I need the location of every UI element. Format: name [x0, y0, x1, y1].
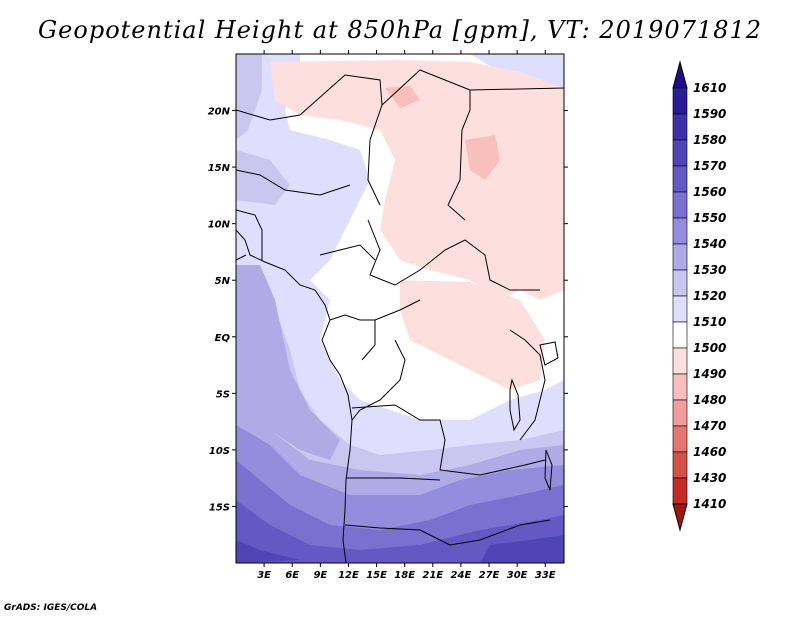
- lat-tick-label: 20N: [208, 107, 231, 118]
- colorbar-segment: [672, 191, 688, 219]
- colorbar-label: 1490: [693, 367, 726, 381]
- field-1580-se: [480, 535, 564, 563]
- border-9: [351, 339, 406, 421]
- lon-tick-label: 30E: [507, 570, 528, 581]
- lat-tick-label: 5S: [216, 389, 230, 400]
- field-1570-south: [236, 500, 564, 563]
- field-1520-north: [236, 54, 370, 280]
- colorbar-segment: [672, 399, 688, 427]
- colorbar-segment: [672, 113, 688, 141]
- lon-tick-label: 6E: [285, 570, 299, 581]
- lon-tick-label: 18E: [394, 570, 415, 581]
- border-3: [381, 69, 471, 221]
- colorbar-segment: [672, 425, 688, 453]
- lake-victoria: [539, 341, 559, 366]
- lat-tick-label: 5N: [215, 276, 231, 287]
- lon-tick-label: 33E: [535, 570, 556, 581]
- border-6: [319, 244, 376, 261]
- colorbar-label: 1580: [693, 133, 726, 147]
- colorbar-label: 1510: [693, 315, 726, 329]
- lon-tick-label: 3E: [257, 570, 271, 581]
- lon-tick-label: 27E: [479, 570, 500, 581]
- border-4: [469, 87, 564, 91]
- border-2: [236, 169, 351, 196]
- border-14: [236, 254, 247, 261]
- border-8: [374, 299, 421, 321]
- colorbar-segment: [672, 347, 688, 375]
- colorbar-label: 1570: [693, 159, 726, 173]
- field-1540-south: [236, 265, 340, 460]
- colorbar-label: 1540: [693, 237, 726, 251]
- colorbar-label: 1520: [693, 289, 726, 303]
- border-5: [367, 219, 540, 291]
- colorbar-segment: [672, 451, 688, 479]
- border-10: [351, 404, 546, 476]
- colorbar-label: 1610: [693, 81, 726, 95]
- field-1500-north: [270, 60, 564, 300]
- field-1530-nw: [236, 54, 262, 140]
- chart-title: Geopotential Height at 850hPa [gpm], VT:…: [38, 16, 762, 44]
- colorbar-segment: [672, 373, 688, 401]
- colorbar-bottom-arrow: [672, 503, 688, 532]
- lat-tick-label: 10S: [209, 446, 230, 457]
- map-frame: [235, 53, 565, 564]
- height-field: [236, 54, 564, 563]
- footer-credit: GrADS: IGES/COLA: [4, 603, 98, 613]
- colorbar-segment: [672, 165, 688, 193]
- colorbar-label: 1410: [693, 497, 726, 511]
- lon-tick-label: 15E: [366, 570, 387, 581]
- colorbar-label: 1560: [693, 185, 726, 199]
- field-1500-central: [400, 280, 545, 390]
- colorbar-segment: [672, 243, 688, 271]
- colorbar-label: 1530: [693, 263, 726, 277]
- border-12: [344, 519, 551, 546]
- lat-tick-label: 15N: [208, 163, 231, 174]
- border-1: [269, 74, 383, 206]
- lake-malawi: [544, 449, 553, 491]
- lon-tick-label: 21E: [422, 570, 443, 581]
- field-1490-spot: [465, 135, 500, 180]
- lat-tick-label: 10N: [208, 220, 231, 231]
- colorbar-segment: [672, 269, 688, 297]
- colorbar-label: 1480: [693, 393, 726, 407]
- colorbar-segment: [672, 295, 688, 323]
- lon-tick-label: 12E: [338, 570, 359, 581]
- border-13: [509, 329, 546, 441]
- colorbar-label: 1550: [693, 211, 726, 225]
- boundaries: [236, 69, 564, 563]
- coastline-west: [236, 229, 353, 563]
- colorbar-label: 1590: [693, 107, 726, 121]
- border-16: [236, 209, 263, 260]
- lat-axis: 20N 15N 10N 5N EQ 5S 10S 15S: [208, 107, 568, 513]
- field-1490-spot2: [385, 86, 420, 108]
- colorbar-label: 1430: [693, 471, 726, 485]
- border-11: [346, 477, 441, 481]
- field-1580-south: [236, 540, 300, 563]
- lat-tick-label: 15S: [209, 502, 230, 513]
- colorbar-segment: [672, 87, 688, 115]
- field-1530-w: [236, 150, 290, 205]
- colorbar: 1610 1590 1580 1570 1560 1550 1540 1530 1520 1510…: [672, 60, 726, 532]
- colorbar-label: 1460: [693, 445, 726, 459]
- border-15: [236, 109, 271, 121]
- lake-tanganyika: [509, 378, 521, 432]
- colorbar-top-arrow: [672, 60, 688, 89]
- colorbar-segment: [672, 217, 688, 245]
- lon-tick-label: 9E: [313, 570, 327, 581]
- lon-axis: 3E 6E 9E 12E 15E 18E 21E 24E 27E 30E 33E: [257, 50, 556, 581]
- colorbar-segment: [672, 477, 688, 505]
- border-7: [329, 314, 376, 361]
- colorbar-label: 1500: [693, 341, 726, 355]
- lon-tick-label: 24E: [451, 570, 472, 581]
- colorbar-segment: [672, 321, 688, 349]
- lat-tick-label: EQ: [215, 333, 231, 344]
- colorbar-segment: [672, 139, 688, 167]
- colorbar-label: 1470: [693, 419, 726, 433]
